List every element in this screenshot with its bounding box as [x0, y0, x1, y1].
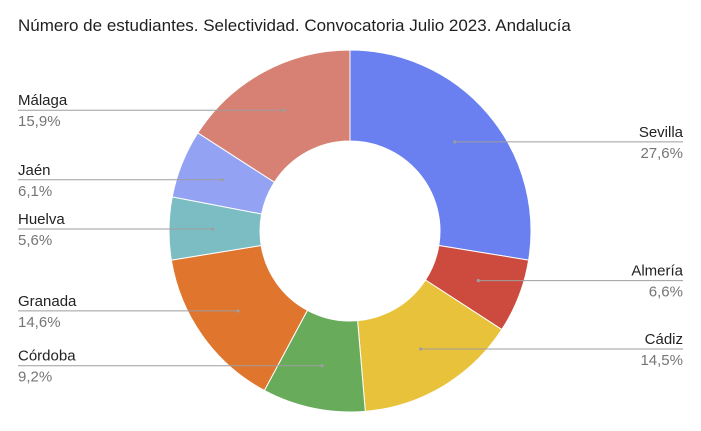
donut-slices — [168, 49, 532, 413]
label-value-jaen: 6,1% — [18, 183, 52, 200]
slice-labels: Sevilla 27,6% Almería 6,6% Cádiz 14,5% Córdoba… — [18, 92, 684, 385]
label-name-malaga: Málaga — [18, 92, 68, 109]
leader-lines — [18, 108, 683, 368]
slice-malaga — [197, 49, 351, 183]
label-name-cordoba: Córdoba — [18, 348, 76, 365]
label-value-huelva: 5,6% — [18, 232, 52, 249]
label-name-almeria: Almería — [631, 263, 683, 280]
label-name-cadiz: Cádiz — [645, 331, 683, 348]
label-name-granada: Granada — [18, 293, 77, 310]
label-value-sevilla: 27,6% — [640, 145, 683, 162]
label-value-cadiz: 14,5% — [640, 352, 683, 369]
label-value-almeria: 6,6% — [649, 284, 683, 301]
chart-title: Número de estudiantes. Selectividad. Con… — [18, 16, 571, 35]
label-value-cordoba: 9,2% — [18, 369, 52, 386]
label-value-malaga: 15,9% — [18, 113, 61, 130]
slice-sevilla — [349, 49, 532, 261]
label-name-huelva: Huelva — [18, 211, 65, 228]
label-value-granada: 14,6% — [18, 314, 61, 331]
label-name-sevilla: Sevilla — [639, 124, 684, 141]
label-name-jaen: Jaén — [18, 162, 51, 179]
